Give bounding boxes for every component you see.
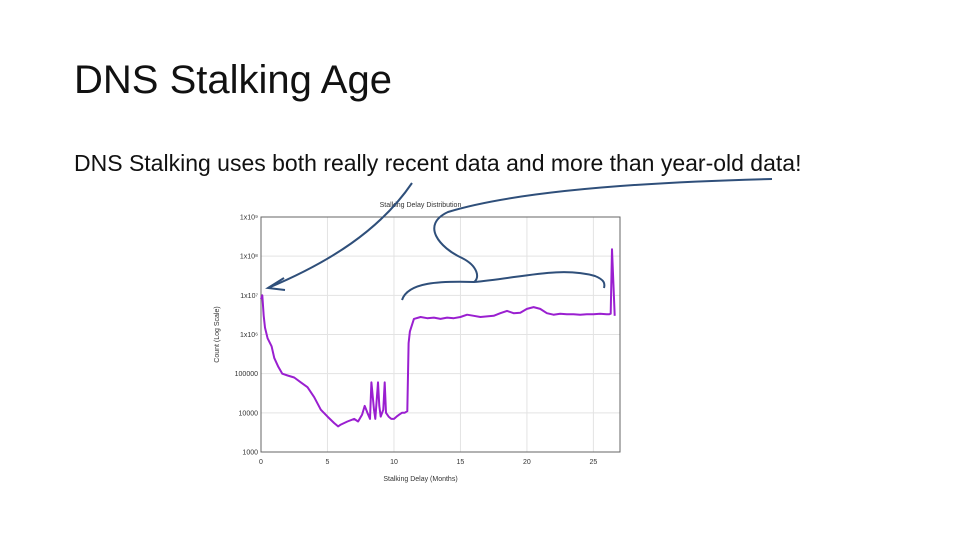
y-axis-ticks: 1000 10000 100000 1x10⁶ 1x10⁷ 1x10⁸ 1x10⁹	[235, 215, 259, 457]
annotation-brace-year-old	[401, 178, 773, 301]
y-axis-label: Count (Log Scale)	[214, 306, 221, 362]
x-tick-label: 0	[259, 459, 263, 466]
y-tick-label: 1x10⁹	[240, 215, 258, 222]
x-tick-label: 10	[390, 459, 398, 466]
slide-subtitle: DNS Stalking uses both really recent dat…	[74, 150, 802, 176]
y-tick-label: 100000	[235, 371, 258, 378]
grid	[260, 216, 620, 453]
y-tick-label: 10000	[239, 410, 259, 417]
y-tick-label: 1000	[242, 450, 258, 457]
y-tick-label: 1x10⁸	[240, 254, 258, 261]
y-tick-label: 1x10⁶	[240, 332, 258, 339]
x-tick-label: 25	[590, 459, 598, 466]
y-tick-label: 1x10⁷	[240, 293, 258, 300]
x-axis-label: Stalking Delay (Months)	[383, 476, 457, 483]
series-line	[260, 248, 616, 428]
x-tick-label: 5	[326, 459, 330, 466]
annotations	[265, 178, 773, 301]
slide-title: DNS Stalking Age	[74, 58, 392, 102]
x-tick-label: 20	[523, 459, 531, 466]
annotation-arrow-recent	[267, 182, 413, 289]
chart-title: Stalking Delay Distribution	[380, 202, 462, 209]
x-tick-label: 15	[457, 459, 465, 466]
annotation-arrowhead-recent	[265, 277, 286, 291]
x-axis-ticks: 0 5 10 15 20 25	[259, 459, 597, 466]
